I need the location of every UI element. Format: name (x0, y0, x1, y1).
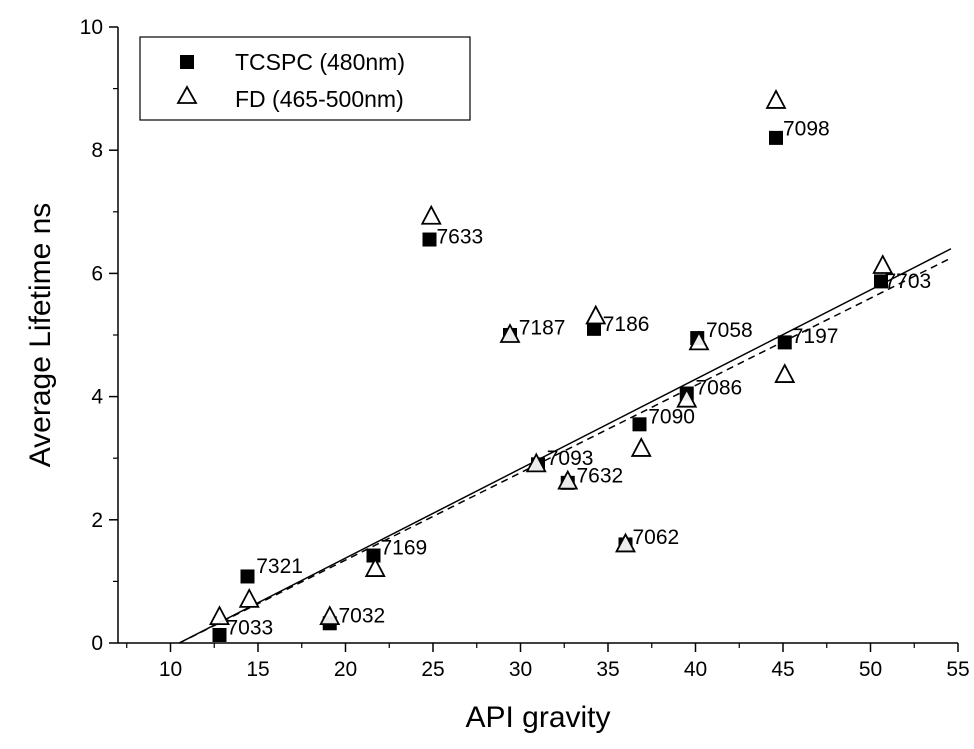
point-label: 7169 (381, 537, 428, 560)
fd-point (557, 469, 579, 490)
legend: TCSPC (480nm) FD (465-500nm) (139, 36, 471, 121)
y-tick-label: 10 (80, 16, 103, 39)
x-tick-label: 30 (509, 658, 532, 681)
x-tick-label: 10 (159, 658, 182, 681)
fd-point (774, 363, 796, 383)
x-tick-label: 55 (946, 658, 969, 681)
fd-point (209, 605, 230, 626)
y-axis-ticks: 0 2 4 6 8 10 (80, 16, 118, 655)
point-label: 7086 (696, 376, 743, 399)
fd-point (525, 452, 547, 473)
x-tick-label: 20 (334, 658, 357, 681)
x-tick-label: 35 (596, 658, 619, 681)
point-label: 7187 (519, 317, 566, 340)
point-label: 7633 (437, 225, 484, 248)
point-label: 7033 (227, 617, 274, 640)
legend-label-fd: FD (465-500nm) (235, 86, 404, 112)
fd-point (615, 532, 636, 553)
fd-point (319, 605, 341, 626)
x-tick-label: 25 (421, 658, 444, 681)
tcspc-point (366, 548, 381, 563)
x-tick-label: 50 (859, 658, 882, 681)
fd-point (765, 88, 787, 109)
fd-point (420, 204, 442, 225)
fd-point (585, 304, 607, 325)
y-tick-label: 0 (91, 632, 103, 655)
fd-point (676, 387, 698, 408)
y-axis-title: Average Lifetime ns (24, 203, 57, 468)
fd-point (364, 557, 386, 577)
fd-point (499, 323, 521, 343)
point-label: 7197 (792, 325, 839, 348)
legend-marker-square (180, 55, 194, 69)
point-label: 7032 (339, 604, 386, 627)
x-tick-label: 40 (684, 658, 707, 681)
fd-point (630, 437, 652, 457)
fd-point (872, 254, 894, 274)
y-tick-label: 2 (91, 509, 103, 532)
point-label: 7058 (706, 319, 753, 342)
fd-point (688, 330, 710, 351)
fit-lines (178, 248, 952, 644)
x-tick-label: 45 (771, 658, 794, 681)
y-tick-label: 8 (91, 139, 103, 162)
y-tick-label: 6 (91, 262, 103, 285)
fd-point (238, 587, 260, 608)
legend-label-tcspc: TCSPC (480nm) (235, 49, 405, 75)
point-label: 7186 (603, 313, 650, 336)
y-tick-label: 4 (91, 386, 103, 409)
x-axis-title: API gravity (465, 701, 610, 734)
tcspc-point (632, 417, 647, 432)
tcspc-point (874, 274, 888, 289)
tcspc-point (769, 130, 783, 145)
x-tick-label: 15 (246, 658, 269, 681)
legend-box (139, 36, 471, 121)
point-label: 7093 (547, 447, 594, 470)
tcspc-point (587, 321, 601, 336)
point-label: 7090 (648, 405, 695, 428)
data-points (209, 88, 894, 642)
point-label: 7632 (577, 464, 624, 487)
x-axis-ticks: 10 15 20 25 30 35 40 45 50 55 (126, 643, 970, 681)
tcspc-point (422, 232, 437, 247)
tcspc-point (212, 627, 227, 642)
tcspc-point (777, 335, 792, 350)
fit-line-solid (178, 248, 952, 644)
tcspc-point (240, 569, 255, 584)
point-label: 7098 (783, 118, 830, 141)
point-label: 7321 (256, 555, 303, 578)
legend-marker-triangle (176, 85, 198, 104)
point-label: 7062 (633, 526, 680, 549)
point-label: 7703 (885, 270, 932, 293)
